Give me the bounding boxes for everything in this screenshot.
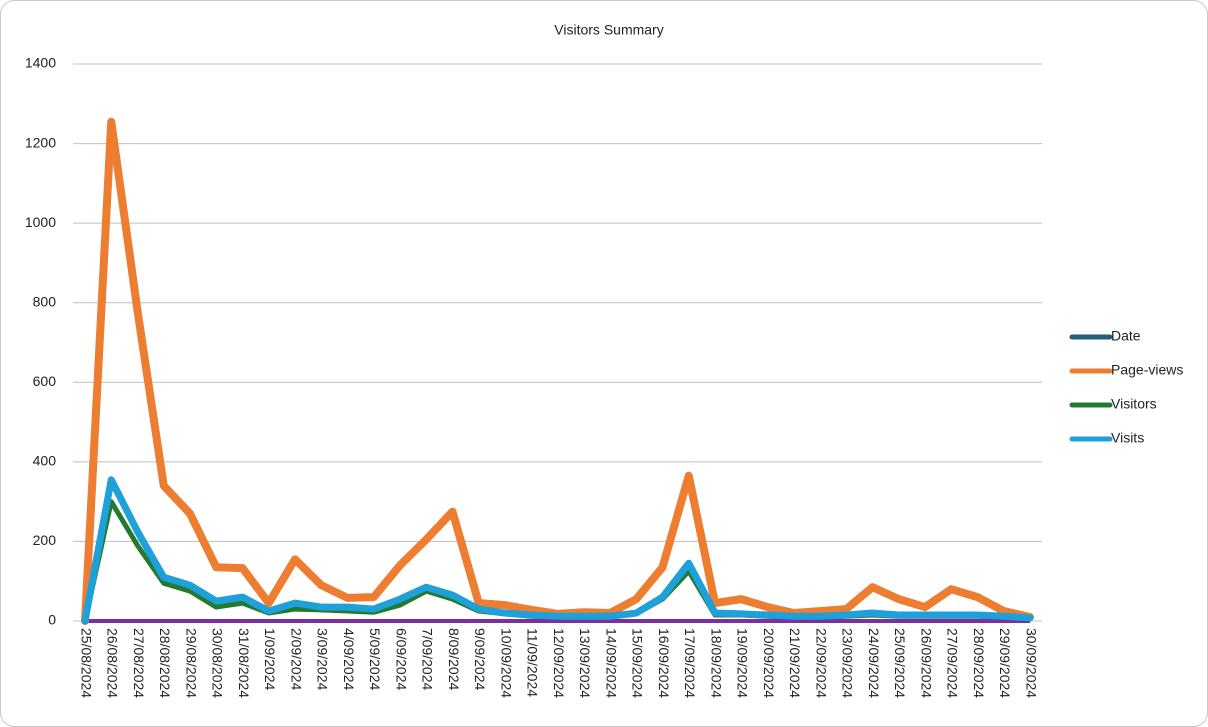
x-tick-label: 12/09/2024 bbox=[551, 628, 567, 698]
x-tick-label: 20/09/2024 bbox=[761, 628, 777, 698]
x-tick-label: 25/09/2024 bbox=[892, 628, 908, 698]
series-line bbox=[81, 476, 1034, 625]
x-tick-label: 28/09/2024 bbox=[971, 628, 987, 698]
x-tick-label: 8/09/2024 bbox=[446, 628, 462, 690]
x-tick-label: 22/09/2024 bbox=[813, 628, 829, 698]
legend-label: Visitors bbox=[1111, 396, 1157, 412]
x-tick-label: 14/09/2024 bbox=[603, 628, 619, 698]
x-tick-label: 26/08/2024 bbox=[105, 628, 121, 698]
y-tick-label: 1200 bbox=[25, 134, 56, 150]
x-tick-label: 6/09/2024 bbox=[393, 628, 409, 690]
y-tick-label: 0 bbox=[48, 612, 56, 628]
legend-label: Date bbox=[1111, 328, 1141, 344]
y-tick-label: 400 bbox=[33, 453, 57, 469]
x-tick-label: 29/08/2024 bbox=[183, 628, 199, 698]
x-tick-label: 21/09/2024 bbox=[787, 628, 803, 698]
x-tick-label: 26/09/2024 bbox=[918, 628, 934, 698]
y-tick-label: 1400 bbox=[25, 55, 56, 71]
chart-title: Visitors Summary bbox=[554, 22, 663, 38]
x-tick-label: 4/09/2024 bbox=[341, 628, 357, 690]
legend-label: Page-views bbox=[1111, 362, 1183, 378]
legend-label: Visits bbox=[1111, 430, 1144, 446]
x-tick-label: 16/09/2024 bbox=[656, 628, 672, 698]
x-tick-label: 31/08/2024 bbox=[236, 628, 252, 698]
x-tick-label: 3/09/2024 bbox=[315, 628, 331, 690]
x-tick-label: 18/09/2024 bbox=[708, 628, 724, 698]
x-tick-label: 23/09/2024 bbox=[840, 628, 856, 698]
x-tick-label: 15/09/2024 bbox=[630, 628, 646, 698]
x-tick-label: 17/09/2024 bbox=[682, 628, 698, 698]
x-tick-label: 13/09/2024 bbox=[577, 628, 593, 698]
x-tick-label: 19/09/2024 bbox=[735, 628, 751, 698]
x-tick-label: 1/09/2024 bbox=[262, 628, 278, 690]
x-tick-label: 28/08/2024 bbox=[157, 628, 173, 698]
x-tick-label: 9/09/2024 bbox=[472, 628, 488, 690]
y-tick-label: 1000 bbox=[25, 214, 56, 230]
x-tick-label: 29/09/2024 bbox=[997, 628, 1013, 698]
x-tick-label: 27/08/2024 bbox=[131, 628, 147, 698]
x-tick-label: 30/08/2024 bbox=[210, 628, 226, 698]
x-tick-label: 30/09/2024 bbox=[1023, 628, 1039, 698]
x-tick-label: 11/09/2024 bbox=[525, 628, 541, 697]
x-tick-label: 24/09/2024 bbox=[866, 628, 882, 698]
y-tick-label: 200 bbox=[33, 532, 57, 548]
y-tick-label: 600 bbox=[33, 373, 57, 389]
x-tick-label: 7/09/2024 bbox=[420, 628, 436, 690]
y-tick-label: 800 bbox=[33, 293, 57, 309]
x-tick-label: 10/09/2024 bbox=[498, 628, 514, 698]
x-tick-label: 25/08/2024 bbox=[78, 628, 94, 698]
x-tick-label: 5/09/2024 bbox=[367, 628, 383, 690]
x-tick-label: 27/09/2024 bbox=[945, 628, 961, 698]
x-tick-label: 2/09/2024 bbox=[288, 628, 304, 690]
